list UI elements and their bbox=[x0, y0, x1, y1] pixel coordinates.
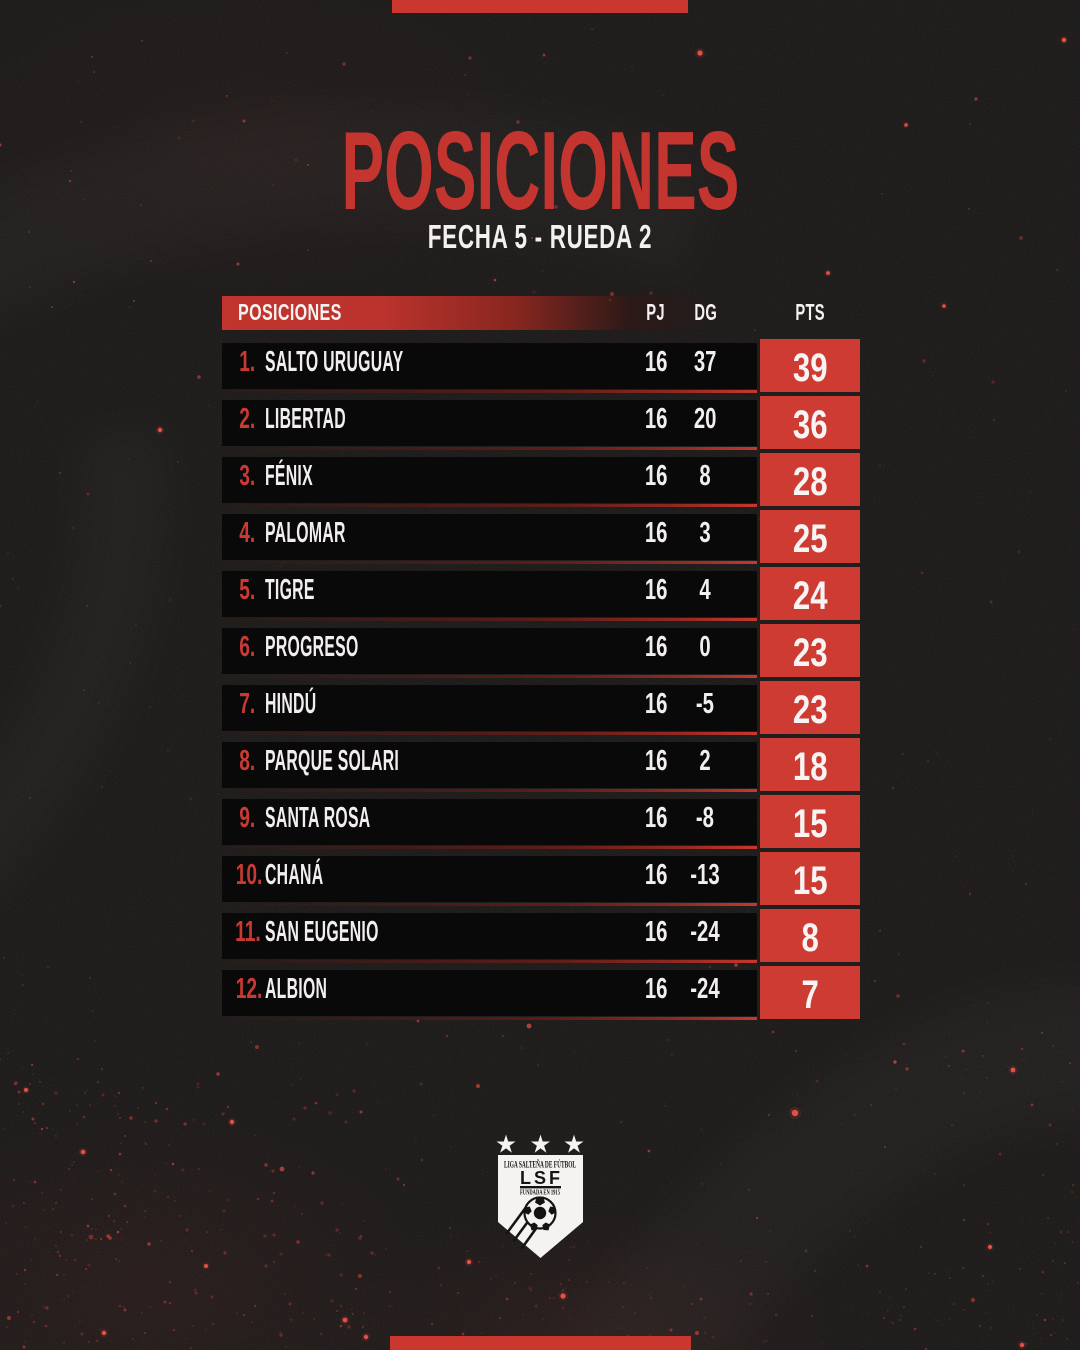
svg-text:LIGA SALTEÑA DE FÚTBOL: LIGA SALTEÑA DE FÚTBOL bbox=[504, 1160, 576, 1170]
svg-text:FUNDADA EN 1915: FUNDADA EN 1915 bbox=[520, 1190, 560, 1197]
svg-text:LSF: LSF bbox=[520, 1168, 564, 1188]
